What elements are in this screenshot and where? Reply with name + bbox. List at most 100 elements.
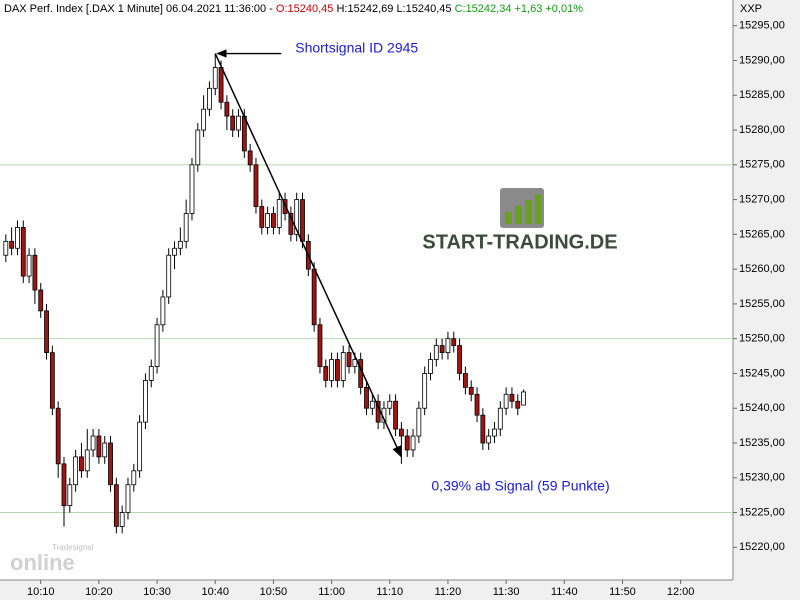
candle-body	[224, 101, 230, 117]
header-open: O:15240,45	[276, 3, 334, 15]
candle-body	[125, 484, 131, 513]
plot-area	[0, 0, 733, 580]
x-tick-label: 11:30	[493, 586, 520, 598]
x-tick-label: 10:40	[201, 586, 229, 598]
watermark-word: online	[10, 550, 75, 575]
candle-body	[3, 240, 9, 256]
watermark-brand: Tradesignal	[52, 543, 94, 552]
y-tick-label: 15260,00	[739, 263, 785, 275]
candle-body	[288, 213, 294, 235]
candle-body	[311, 268, 317, 326]
x-tick-label: 11:40	[551, 586, 578, 598]
candle-body	[73, 456, 79, 486]
candle-body	[32, 254, 38, 291]
candle-body	[445, 338, 451, 353]
x-tick-label: 11:10	[376, 586, 403, 598]
y-tick-label: 15220,00	[739, 541, 785, 553]
candle-body	[387, 400, 393, 409]
x-tick-label: 10:10	[27, 586, 55, 598]
candle-body	[410, 435, 416, 451]
logo-bar	[525, 200, 532, 224]
y-tick-label: 15290,00	[739, 54, 785, 66]
x-tick-label: 11:20	[435, 586, 462, 598]
candle-body	[462, 373, 468, 388]
candle-body	[148, 366, 154, 381]
header-close: C:15242,34 +1,63 +0,01%	[455, 3, 584, 15]
candle-body	[15, 227, 20, 249]
candle-body	[457, 345, 462, 374]
x-tick-label: 10:30	[143, 586, 171, 598]
candle-body	[323, 366, 329, 381]
candle-body	[84, 449, 90, 472]
candle-body	[294, 199, 300, 235]
candle-body	[346, 352, 352, 367]
candle-body	[364, 386, 369, 409]
chart-header: DAX Perf. Index [.DAX 1 Minute] 06.04.20…	[4, 3, 583, 15]
candle-body	[480, 414, 486, 444]
candle-body	[340, 352, 346, 381]
candle-body	[230, 115, 236, 131]
candle-body	[9, 240, 15, 249]
header-low: L:15240,45	[396, 3, 451, 15]
candle-body	[44, 310, 49, 353]
candle-body	[509, 393, 515, 402]
candle-body	[247, 150, 253, 166]
candle-body	[369, 400, 375, 409]
candle-body	[503, 393, 509, 409]
candle-body	[335, 359, 340, 381]
candle-body	[399, 428, 404, 437]
logo-bar	[535, 194, 541, 224]
x-tick-label: 10:50	[260, 586, 288, 598]
candle-body	[515, 400, 521, 409]
y-tick-label: 15240,00	[739, 402, 785, 414]
x-tick-label: 11:00	[318, 586, 345, 598]
candle-body	[422, 373, 428, 409]
candle-body	[253, 164, 259, 207]
candle-body	[271, 213, 276, 228]
candle-body	[212, 67, 218, 89]
candle-body	[404, 435, 410, 451]
candle-body	[207, 87, 212, 110]
y-tick-label: 15265,00	[739, 228, 785, 240]
candle-body	[276, 199, 282, 228]
logo-bar	[505, 212, 512, 224]
candle-body	[166, 254, 172, 298]
candle-body	[177, 240, 183, 249]
candle-body	[195, 129, 201, 166]
candle-body	[26, 254, 32, 277]
candle-body	[329, 359, 334, 381]
candle-body	[108, 442, 113, 486]
candle-body	[486, 435, 492, 444]
candle-body	[521, 391, 526, 406]
candle-body	[49, 352, 55, 409]
candle-body	[317, 324, 323, 367]
candle-body	[497, 407, 503, 430]
candle-body	[137, 421, 143, 472]
candle-body	[79, 456, 84, 472]
candle-body	[474, 393, 480, 416]
candle-body	[119, 512, 125, 527]
y-tick-label: 15270,00	[739, 193, 785, 205]
candle-body	[96, 435, 102, 458]
candle-body	[236, 115, 241, 131]
candle-body	[102, 442, 108, 458]
x-tick-label: 12:00	[667, 586, 695, 598]
x-tick-label: 10:20	[85, 586, 113, 598]
y-tick-label: 15245,00	[739, 367, 785, 379]
candle-body	[189, 164, 195, 214]
candle-body	[218, 67, 224, 103]
y-tick-label: 15275,00	[739, 159, 785, 171]
marks: 15220,00 15225,00 15230,00 15235,00 15240,00…	[0, 20, 785, 598]
candle-body	[259, 206, 265, 228]
candle-body	[492, 428, 497, 437]
axis-label: XXP	[740, 3, 762, 15]
candle-body	[20, 227, 26, 277]
y-tick-label: 15295,00	[739, 20, 785, 32]
candle-body	[38, 289, 44, 312]
candle-body	[300, 199, 305, 242]
candle-body	[90, 435, 96, 451]
candle-body	[143, 380, 148, 423]
candle-body	[61, 463, 67, 506]
candle-body	[113, 484, 119, 527]
candle-body	[67, 484, 73, 506]
